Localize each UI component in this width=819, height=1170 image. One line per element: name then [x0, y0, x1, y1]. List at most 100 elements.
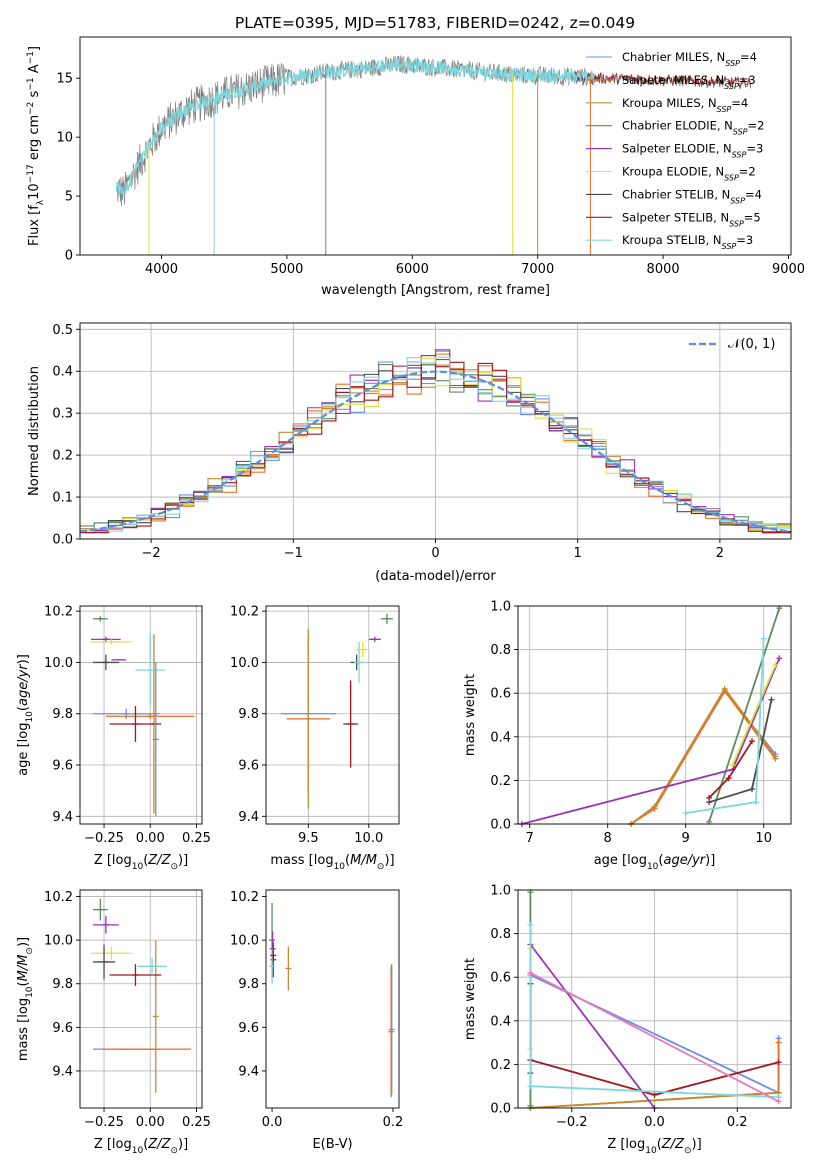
x-tick-label: −0.2 [556, 1115, 588, 1130]
x-tick-label: 10.0 [354, 831, 383, 846]
legend-subscript: SSP [725, 59, 740, 68]
label-part: s [27, 90, 42, 101]
label-part: λ [36, 199, 46, 205]
y-tick-label: 9.8 [52, 707, 73, 722]
age-vs-mass-panel: 9.5 10.0 9.4 9.6 9.8 10.0 10.2 mass [log10(M/M⊙… [230, 605, 400, 872]
label-part: age/yr [16, 663, 31, 706]
y-tick-label: 9.4 [238, 1064, 259, 1079]
histogram-6 [80, 359, 791, 534]
label-part: ⊙ [25, 947, 35, 955]
label-part: Flux [f [27, 205, 42, 246]
label-part: M/M [16, 955, 31, 982]
ebv-x-label: E(B-V) [312, 1137, 352, 1152]
label-part: 10 [25, 711, 35, 723]
legend-count: =4 [740, 50, 757, 64]
mass-y-label: mass [log10(M/M⊙)] [16, 937, 35, 1061]
label-part: )] [384, 853, 394, 868]
x-tick-label: 4000 [145, 262, 178, 277]
mass-vs-metallicity-panel: −0.25 0.00 0.259.49.69.810.010.2Z [log10(Z… [16, 889, 211, 1156]
label-part: −17 [26, 164, 36, 183]
label-part: 10 [27, 183, 42, 200]
x-tick-label: 0.00 [136, 1115, 165, 1130]
legend-subscript: SSP [733, 127, 748, 136]
spectrum-panel: 4000 5000 6000 7000 8000 9000 0 5 10 15 wavelength… [26, 36, 805, 298]
figure-title: PLATE=0395, MJD=51783, FIBERID=0242, z=0… [235, 14, 635, 32]
model-spectrum-cyan-line [115, 57, 595, 198]
legend-entry: Salpeter STELIB, NSSP=5 [622, 210, 761, 228]
y-tick-label: 9.8 [238, 707, 259, 722]
x-tick-label: 0 [431, 546, 439, 561]
histogram-8 [80, 356, 791, 532]
spectrum-y-label: Flux [fλ10−17 erg cm−2 s−1 A−1] [26, 46, 46, 246]
mass-weight-y-label: mass weight [463, 958, 478, 1040]
y-tick-label: 0.6 [490, 971, 511, 986]
y-tick-label: 9.6 [52, 759, 73, 774]
mass-vs-ebv-panel: 0.0 0.2 9.4 9.6 9.8 10.0 10.2 E(B-V) [230, 889, 403, 1152]
axes-frame [79, 605, 203, 825]
legend-count: =2 [739, 165, 756, 179]
x-tick-label: 9 [682, 831, 690, 846]
age-vs-metallicity-panel: −0.25 0.00 0.259.49.69.810.010.2Z [log10(Z… [16, 605, 211, 872]
legend-count: =3 [746, 142, 763, 156]
x-tick-label: 0.25 [182, 831, 211, 846]
legend-count: =2 [748, 119, 765, 133]
y-tick-label: 10.2 [230, 605, 259, 620]
x-tick-label: 9000 [772, 262, 805, 277]
y-tick-label: 0.0 [52, 533, 73, 548]
mass-weight-series-4 [529, 943, 656, 1109]
legend-model-name: Kroupa STELIB, N [622, 233, 722, 247]
label-part: ( [657, 1137, 662, 1152]
x-tick-label: 2 [716, 546, 724, 561]
label-part: )] [178, 853, 188, 868]
residuals-panel: −2 −1 0 1 2 0.0 0.1 0.2 0.3 0.4 0.5 (data-model)/er… [27, 322, 792, 584]
label-part: ⊙ [170, 862, 178, 872]
y-tick-label: 0 [65, 249, 73, 264]
legend-model-name: Salpeter MILES, N [622, 73, 724, 87]
y-tick-label: 0.6 [490, 687, 511, 702]
axes-frame [79, 36, 792, 256]
legend-subscript: SSP [729, 219, 744, 228]
age-y-label: age [log10(age/yr)] [16, 654, 35, 776]
label-part: 10 [645, 1146, 657, 1156]
label-part: age/yr [663, 853, 706, 868]
mass-weight-y-label: mass weight [463, 674, 478, 756]
label-part: Z/Z [661, 1137, 685, 1152]
label-part: )] [692, 1137, 702, 1152]
label-part: )] [705, 853, 715, 868]
label-part: ( [658, 853, 663, 868]
mass-weight-series-0 [630, 689, 777, 825]
y-tick-label: 9.8 [52, 977, 73, 992]
label-part: Z [log [94, 853, 132, 868]
massweight-vs-metallicity-panel: −0.2 0.0 0.2 0.0 0.2 0.4 0.6 0.8 1.0 Z [log10(Z/Z… [463, 884, 792, 1156]
y-tick-label: 0.2 [490, 774, 511, 789]
legend-subscript: SSP [732, 150, 747, 159]
legend-count: =3 [739, 73, 756, 87]
metallicity-x-label: Z [log10(Z/Z⊙)] [94, 1137, 188, 1156]
y-tick-label: 0.0 [490, 1102, 511, 1117]
y-tick-label: 0.2 [52, 449, 73, 464]
y-tick-label: 0.1 [52, 491, 73, 506]
label-part: age [log [16, 723, 31, 776]
y-tick-label: 0.2 [490, 1058, 511, 1073]
legend-subscript: SSP [730, 196, 745, 205]
label-part: mass [log [16, 998, 31, 1061]
x-tick-label: 0.00 [136, 831, 165, 846]
spectrum-x-label: wavelength [Angstrom, rest frame] [321, 283, 550, 298]
y-tick-label: 9.6 [52, 1021, 73, 1036]
y-tick-label: 10.2 [230, 890, 259, 905]
legend-entry: Chabrier STELIB, NSSP=4 [622, 187, 762, 205]
label-part: ⊙ [377, 862, 385, 872]
legend-entry: Salpeter MILES, NSSP=3 [622, 73, 756, 91]
y-tick-label: 0.4 [52, 365, 73, 380]
y-tick-label: 0.4 [490, 1014, 511, 1029]
y-tick-label: 10.2 [44, 890, 73, 905]
legend-model-name: Kroupa MILES, N [622, 96, 717, 110]
label-part: A [27, 64, 42, 77]
label-part: Z [log [607, 1137, 645, 1152]
label-part: 10 [132, 1146, 144, 1156]
label-part: −1 [26, 77, 36, 90]
x-tick-label: 6000 [396, 262, 429, 277]
mass-weight-series-5 [731, 664, 777, 766]
label-part: ( [143, 1137, 148, 1152]
